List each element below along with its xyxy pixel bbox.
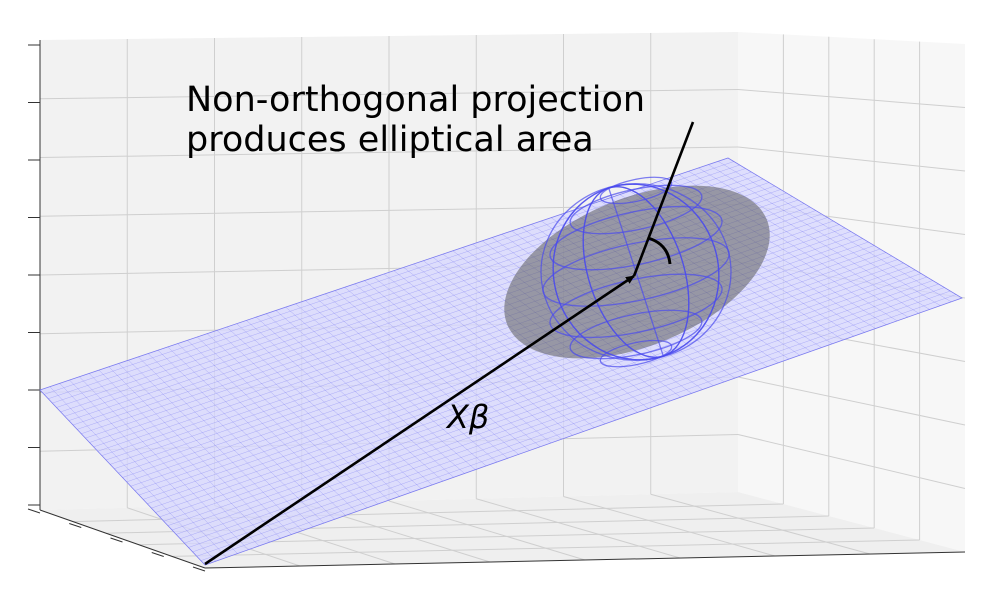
grid-line [563,496,776,557]
grid-line [388,500,586,561]
annotation-line-2: produces elliptical area [186,120,594,160]
axis-tick [69,523,82,528]
axis-tick [110,537,123,543]
plane-mesh-line [176,273,922,535]
xbeta-vector [204,274,635,566]
plane-mesh-line [147,248,881,504]
plane-mesh-line [143,245,875,500]
sphere-parallel [599,339,673,368]
plane-mesh-line [200,294,957,561]
grid-line [737,146,966,172]
axis-tick [27,508,41,514]
wireframe-sphere [540,176,732,368]
plane-mesh-line [184,280,933,544]
projection-line [632,121,695,277]
grid-line [737,434,966,489]
angle-arc [647,236,672,265]
projection-ellipse [504,185,770,359]
plane-mesh-line [171,269,916,531]
sphere-parallel [569,309,703,360]
plane-mesh-line [180,276,927,539]
axis-ticks [27,44,206,572]
vector-label: Xβ [447,398,490,436]
axis-tick [151,552,164,557]
grid-line [737,376,966,426]
grid-line [39,89,739,100]
plane-mesh-line [163,262,904,522]
plane-mesh-line [151,252,887,509]
plane-mesh-line [159,259,898,518]
plane-mesh-line [192,287,945,553]
annotation-text: Non-orthogonal projection produces ellip… [186,80,645,160]
annotation-line-1: Non-orthogonal projection [186,80,646,120]
grid-line [650,493,871,555]
plane-mesh-line [155,255,892,513]
plane-mesh-line [39,157,729,391]
sphere-parallel [549,205,723,271]
grid-line [737,89,966,108]
sphere-parallel [599,176,673,205]
grid-line [476,498,681,559]
axis-tick [192,566,206,572]
grid-line [171,539,920,557]
sphere-parallel [569,184,703,235]
plane-mesh-line [196,290,951,557]
plane-mesh-line [167,266,910,526]
plane-mesh-line [188,283,939,548]
sphere-parallel [542,237,730,307]
grid-line [39,146,739,158]
plane-mesh-line [204,297,963,566]
